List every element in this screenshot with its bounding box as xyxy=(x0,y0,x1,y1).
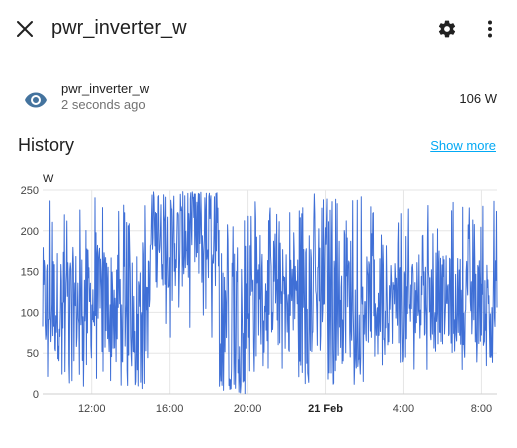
y-tick-label: 0 xyxy=(33,389,39,401)
y-tick-label: 100 xyxy=(21,307,39,319)
close-button[interactable] xyxy=(12,16,38,42)
settings-button[interactable] xyxy=(434,16,460,42)
close-icon xyxy=(17,21,33,37)
x-tick-label: 8:00 xyxy=(471,403,492,415)
series-line xyxy=(42,191,498,395)
y-axis-unit: W xyxy=(43,173,54,185)
y-axis-ticks: 0 50 100 150 200 250 xyxy=(21,185,39,401)
history-chart[interactable]: 0 50 100 150 200 250 12:00 16:00 20:00 21 Feb 4:0… xyxy=(0,168,517,428)
entity-name: pwr_inverter_w xyxy=(61,81,150,96)
y-tick-label: 200 xyxy=(21,226,39,238)
eye-icon xyxy=(25,92,47,108)
more-options-button[interactable] xyxy=(477,16,503,42)
dialog-header: pwr_inverter_w xyxy=(0,0,517,56)
more-vert-icon xyxy=(488,20,492,38)
x-tick-label: 21 Feb xyxy=(308,403,343,415)
show-more-link[interactable]: Show more xyxy=(430,138,496,153)
dialog-title: pwr_inverter_w xyxy=(51,17,187,39)
y-tick-label: 150 xyxy=(21,267,39,279)
history-title: History xyxy=(18,135,75,155)
x-tick-label: 20:00 xyxy=(234,403,262,415)
x-tick-label: 16:00 xyxy=(156,403,184,415)
x-tick-label: 4:00 xyxy=(393,403,414,415)
gear-icon xyxy=(438,20,456,38)
y-tick-label: 50 xyxy=(27,348,39,360)
history-chart-svg: 0 50 100 150 200 250 12:00 16:00 20:00 21 Feb 4:0… xyxy=(21,173,498,415)
x-tick-label: 12:00 xyxy=(78,403,106,415)
x-axis-ticks: 12:00 16:00 20:00 21 Feb 4:00 8:00 xyxy=(78,403,492,415)
entity-last-changed: 2 seconds ago xyxy=(61,97,146,112)
y-tick-label: 250 xyxy=(21,185,39,197)
entity-state: 106 W xyxy=(459,91,497,106)
